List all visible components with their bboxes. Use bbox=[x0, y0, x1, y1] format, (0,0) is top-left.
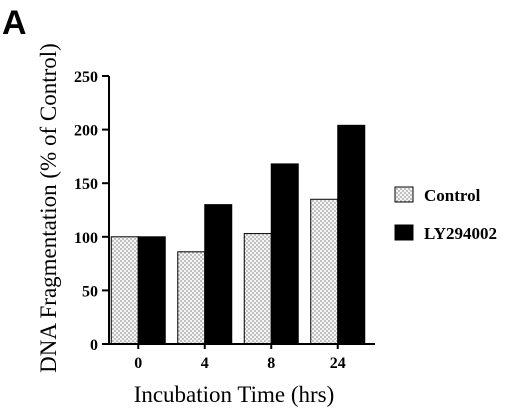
x-axis-title: Incubation Time (hrs) bbox=[134, 382, 335, 407]
bar-control-24 bbox=[310, 198, 339, 345]
bar-control-8 bbox=[243, 233, 272, 345]
panel-label: A bbox=[2, 4, 27, 42]
x-tick-label: 0 bbox=[134, 355, 142, 372]
x-tick-label: 8 bbox=[267, 355, 275, 372]
y-tick-label: 150 bbox=[74, 176, 98, 193]
bar-ly294002-0 bbox=[137, 236, 166, 345]
legend-swatch-control bbox=[394, 186, 414, 203]
y-tick-label: 200 bbox=[74, 123, 98, 140]
y-axis-title: DNA Fragmentation (% of Control) bbox=[36, 43, 61, 373]
y-tick-label: 0 bbox=[90, 337, 98, 354]
x-tick-label: 24 bbox=[330, 355, 346, 372]
x-tick-label: 4 bbox=[201, 355, 209, 372]
legend: Control LY294002 bbox=[394, 186, 497, 243]
bar-ly294002-24 bbox=[337, 124, 366, 345]
bar-control-0 bbox=[110, 236, 139, 345]
y-tick-label: 100 bbox=[74, 230, 98, 247]
y-tick-label: 250 bbox=[74, 69, 98, 86]
legend-swatch-ly294002 bbox=[394, 224, 414, 241]
bar-ly294002-4 bbox=[204, 204, 233, 345]
y-tick-label: 50 bbox=[82, 283, 98, 300]
bar-control-4 bbox=[177, 251, 206, 345]
legend-label-ly294002: LY294002 bbox=[424, 224, 497, 243]
legend-label-control: Control bbox=[424, 186, 481, 205]
bar-ly294002-8 bbox=[270, 163, 299, 345]
